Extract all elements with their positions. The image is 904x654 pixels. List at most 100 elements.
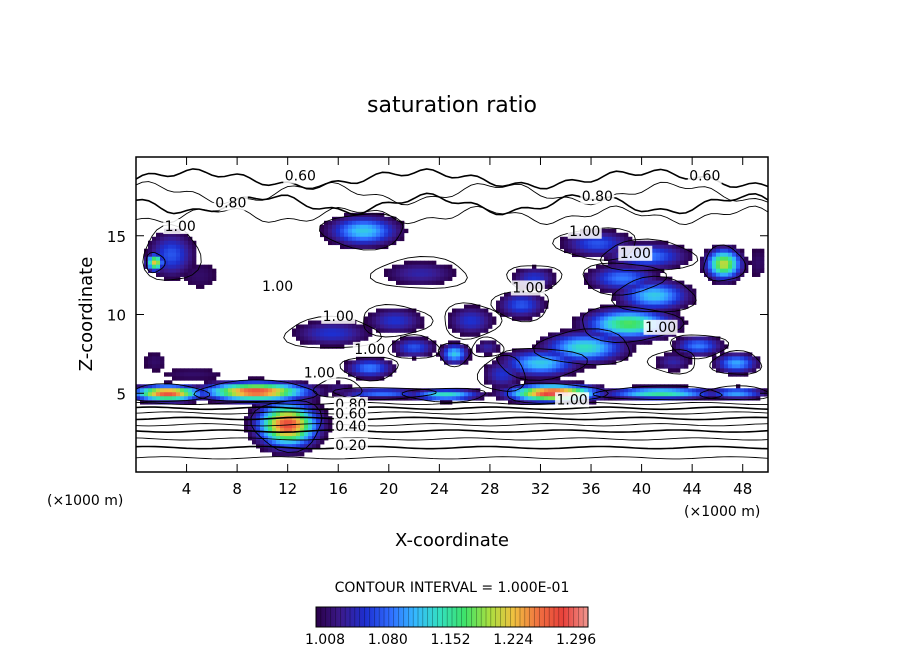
field-cell bbox=[512, 356, 517, 361]
field-cell bbox=[728, 392, 733, 397]
field-cell bbox=[468, 324, 473, 329]
field-cell bbox=[364, 392, 369, 397]
field-cell bbox=[208, 264, 213, 269]
field-cell bbox=[504, 296, 509, 301]
field-cell bbox=[148, 248, 153, 254]
field-cell bbox=[184, 388, 189, 393]
field-cell bbox=[264, 420, 269, 425]
field-cell bbox=[712, 388, 717, 393]
field-cell bbox=[184, 252, 189, 258]
field-cell bbox=[380, 388, 385, 393]
field-cell bbox=[300, 388, 305, 393]
field-cell bbox=[148, 356, 153, 361]
field-cell bbox=[280, 440, 285, 445]
field-cell bbox=[264, 388, 269, 393]
field-cell bbox=[148, 256, 153, 262]
field-cell bbox=[336, 340, 341, 345]
field-cell bbox=[348, 328, 353, 333]
field-cell bbox=[504, 352, 509, 357]
field-cell bbox=[592, 276, 597, 281]
field-cell bbox=[152, 252, 157, 258]
field-cell bbox=[312, 392, 317, 397]
field-cell bbox=[284, 396, 289, 401]
field-cell bbox=[568, 236, 573, 242]
field-cell bbox=[572, 360, 577, 365]
field-cell bbox=[556, 360, 561, 365]
field-cell bbox=[456, 328, 461, 333]
field-cell bbox=[688, 388, 693, 393]
field-cell bbox=[448, 348, 453, 353]
field-cell bbox=[652, 284, 657, 289]
field-cell bbox=[256, 388, 261, 393]
field-cell bbox=[604, 336, 609, 341]
field-cell bbox=[572, 332, 577, 337]
field-cell bbox=[304, 408, 309, 413]
field-cell bbox=[712, 248, 717, 254]
field-cell bbox=[360, 216, 365, 222]
field-cell bbox=[344, 244, 349, 250]
field-cell bbox=[580, 244, 585, 250]
field-cell bbox=[144, 264, 149, 269]
field-cell bbox=[676, 300, 681, 305]
field-cell bbox=[296, 444, 301, 449]
field-cell bbox=[560, 384, 565, 389]
field-cell bbox=[712, 272, 717, 277]
field-cell bbox=[312, 320, 317, 325]
field-cell bbox=[228, 396, 233, 401]
field-cell bbox=[652, 268, 657, 273]
field-cell bbox=[680, 244, 685, 250]
field-cell bbox=[224, 392, 229, 397]
field-cell bbox=[276, 440, 281, 445]
field-cell bbox=[592, 348, 597, 353]
field-cell bbox=[704, 264, 709, 269]
field-cell bbox=[572, 384, 577, 389]
field-cell bbox=[360, 240, 365, 246]
x-tick-label: 12 bbox=[278, 480, 297, 498]
field-cell bbox=[296, 424, 301, 429]
field-cell bbox=[196, 268, 201, 273]
field-cell bbox=[612, 352, 617, 357]
field-cell bbox=[748, 360, 753, 365]
contour-line bbox=[496, 347, 588, 381]
field-cell bbox=[624, 280, 629, 285]
field-cell bbox=[288, 404, 293, 409]
field-cell bbox=[380, 356, 385, 361]
field-cell bbox=[672, 340, 677, 345]
field-cell bbox=[448, 276, 453, 281]
field-cell bbox=[652, 248, 657, 254]
field-cell bbox=[456, 388, 461, 393]
field-cell bbox=[376, 396, 381, 401]
field-cell bbox=[152, 360, 157, 365]
field-cell bbox=[424, 272, 429, 277]
field-cell bbox=[316, 320, 321, 325]
field-cell bbox=[640, 296, 645, 301]
field-cell bbox=[304, 440, 309, 445]
field-cell bbox=[164, 372, 169, 377]
field-cell bbox=[696, 340, 701, 345]
field-cell bbox=[544, 388, 549, 393]
contour-label: 1.00 bbox=[512, 280, 543, 296]
field-cell bbox=[676, 284, 681, 289]
field-cell bbox=[496, 376, 501, 381]
field-cell bbox=[412, 272, 417, 277]
field-cell bbox=[508, 368, 513, 373]
field-cell bbox=[520, 396, 525, 401]
field-cell bbox=[708, 388, 713, 393]
field-cell bbox=[176, 372, 181, 377]
field-cell bbox=[536, 384, 541, 389]
field-cell bbox=[440, 272, 445, 277]
field-cell bbox=[316, 412, 321, 417]
field-cell bbox=[328, 224, 333, 230]
contour-label: 1.00 bbox=[354, 342, 385, 358]
field-cell bbox=[500, 364, 505, 369]
field-cell bbox=[608, 340, 613, 345]
field-cell bbox=[380, 216, 385, 222]
field-cell bbox=[584, 316, 589, 321]
field-cell bbox=[740, 392, 745, 397]
field-cell bbox=[324, 224, 329, 230]
field-cell bbox=[388, 368, 393, 373]
field-cell bbox=[452, 324, 457, 329]
field-cell bbox=[716, 272, 721, 277]
field-cell bbox=[232, 388, 237, 393]
field-cell bbox=[596, 340, 601, 345]
